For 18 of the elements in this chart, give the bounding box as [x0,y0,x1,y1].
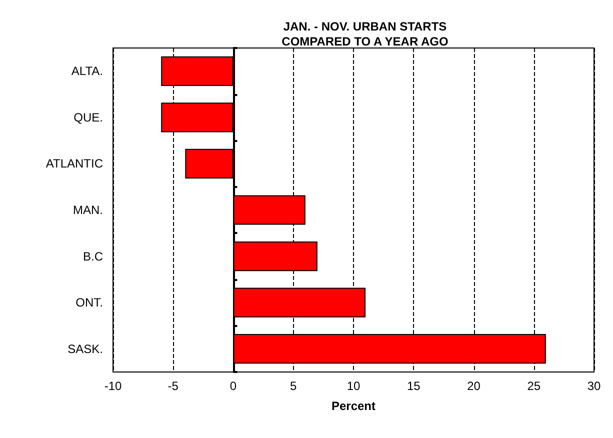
x-tick-label: 25 [527,379,541,393]
x-tick-label: 10 [346,379,360,393]
x-tick-label: 5 [290,379,298,393]
y-tick-label: B.C [82,249,104,264]
x-tick-label: 30 [587,379,601,393]
chart-title: JAN. - NOV. URBAN STARTS COMPARED TO A YEAR AGO [282,20,448,48]
y-tick-label: SASK. [68,342,103,356]
y-tick-label: ONT. [76,296,103,310]
y-tick-label: ALTA. [71,64,103,78]
x-tick-label: 0 [230,379,237,393]
x-tick-label: -5 [168,379,179,393]
x-tick-label: 20 [467,379,481,393]
x-tick-label: 15 [406,379,421,393]
y-tick-label: QUE. [74,110,103,124]
x-tick-label: -10 [104,379,122,393]
y-tick-label: MAN. [73,203,103,217]
x-axis-title: Percent [331,399,376,413]
y-tick-label: ATLANTIC [46,156,104,171]
